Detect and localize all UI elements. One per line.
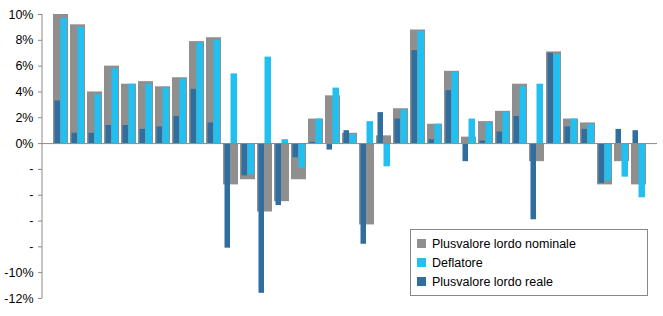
- svg-text:-: -: [29, 214, 33, 228]
- svg-text:6%: 6%: [15, 59, 33, 73]
- html-text:Plusvalore lordo reale: Plusvalore lordo reale: [432, 274, 553, 289]
- svg-text:0%: 0%: [15, 137, 33, 151]
- svg-text:4%: 4%: [15, 85, 33, 99]
- svg-text:-12%: -12%: [4, 292, 33, 306]
- svg-text:8%: 8%: [15, 33, 33, 47]
- svg-text:-: -: [29, 162, 33, 176]
- html-text:Plusvalore lordo nominale: Plusvalore lordo nominale: [432, 236, 576, 251]
- svg-text:-: -: [29, 240, 33, 254]
- svg-text:-10%: -10%: [4, 266, 33, 280]
- svg-text:2%: 2%: [15, 111, 33, 125]
- svg-text:10%: 10%: [8, 8, 33, 22]
- html-text:Deflatore: Deflatore: [432, 255, 483, 270]
- svg-text:-: -: [29, 188, 33, 202]
